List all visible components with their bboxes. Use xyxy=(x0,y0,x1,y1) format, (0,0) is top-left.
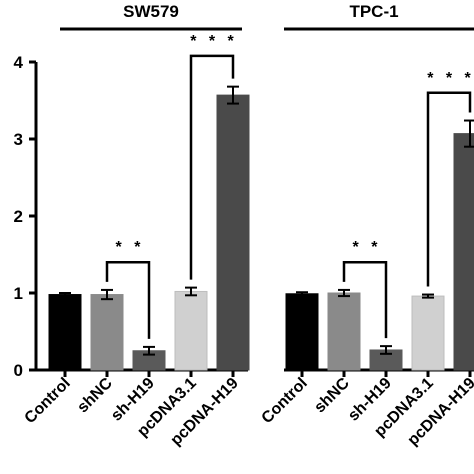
y-tick-label: 2 xyxy=(14,207,23,226)
significance-label: * * * xyxy=(190,33,238,50)
group-title: TPC-1 xyxy=(349,2,398,21)
bar xyxy=(90,294,124,371)
significance-bracket xyxy=(426,91,472,287)
bar xyxy=(453,133,474,371)
category-label: Control xyxy=(22,375,74,427)
bar xyxy=(285,293,319,371)
significance-bracket xyxy=(189,54,235,280)
bar xyxy=(216,94,250,371)
y-tick-label: 3 xyxy=(14,130,23,149)
y-tick-label: 4 xyxy=(14,53,24,72)
bar xyxy=(411,295,445,371)
bar xyxy=(327,292,361,371)
significance-label: * * xyxy=(353,239,382,256)
y-tick-label: 1 xyxy=(14,284,23,303)
bars-layer xyxy=(48,54,474,371)
significance-bracket xyxy=(342,260,388,339)
group-title: SW579 xyxy=(123,2,179,21)
significance-label: * * * xyxy=(427,70,474,87)
bar xyxy=(48,294,82,371)
category-label: Control xyxy=(259,375,311,427)
bar xyxy=(174,290,208,371)
significance-bracket xyxy=(105,260,151,339)
significance-label: * * xyxy=(116,239,145,256)
y-tick-label: 0 xyxy=(14,361,23,380)
